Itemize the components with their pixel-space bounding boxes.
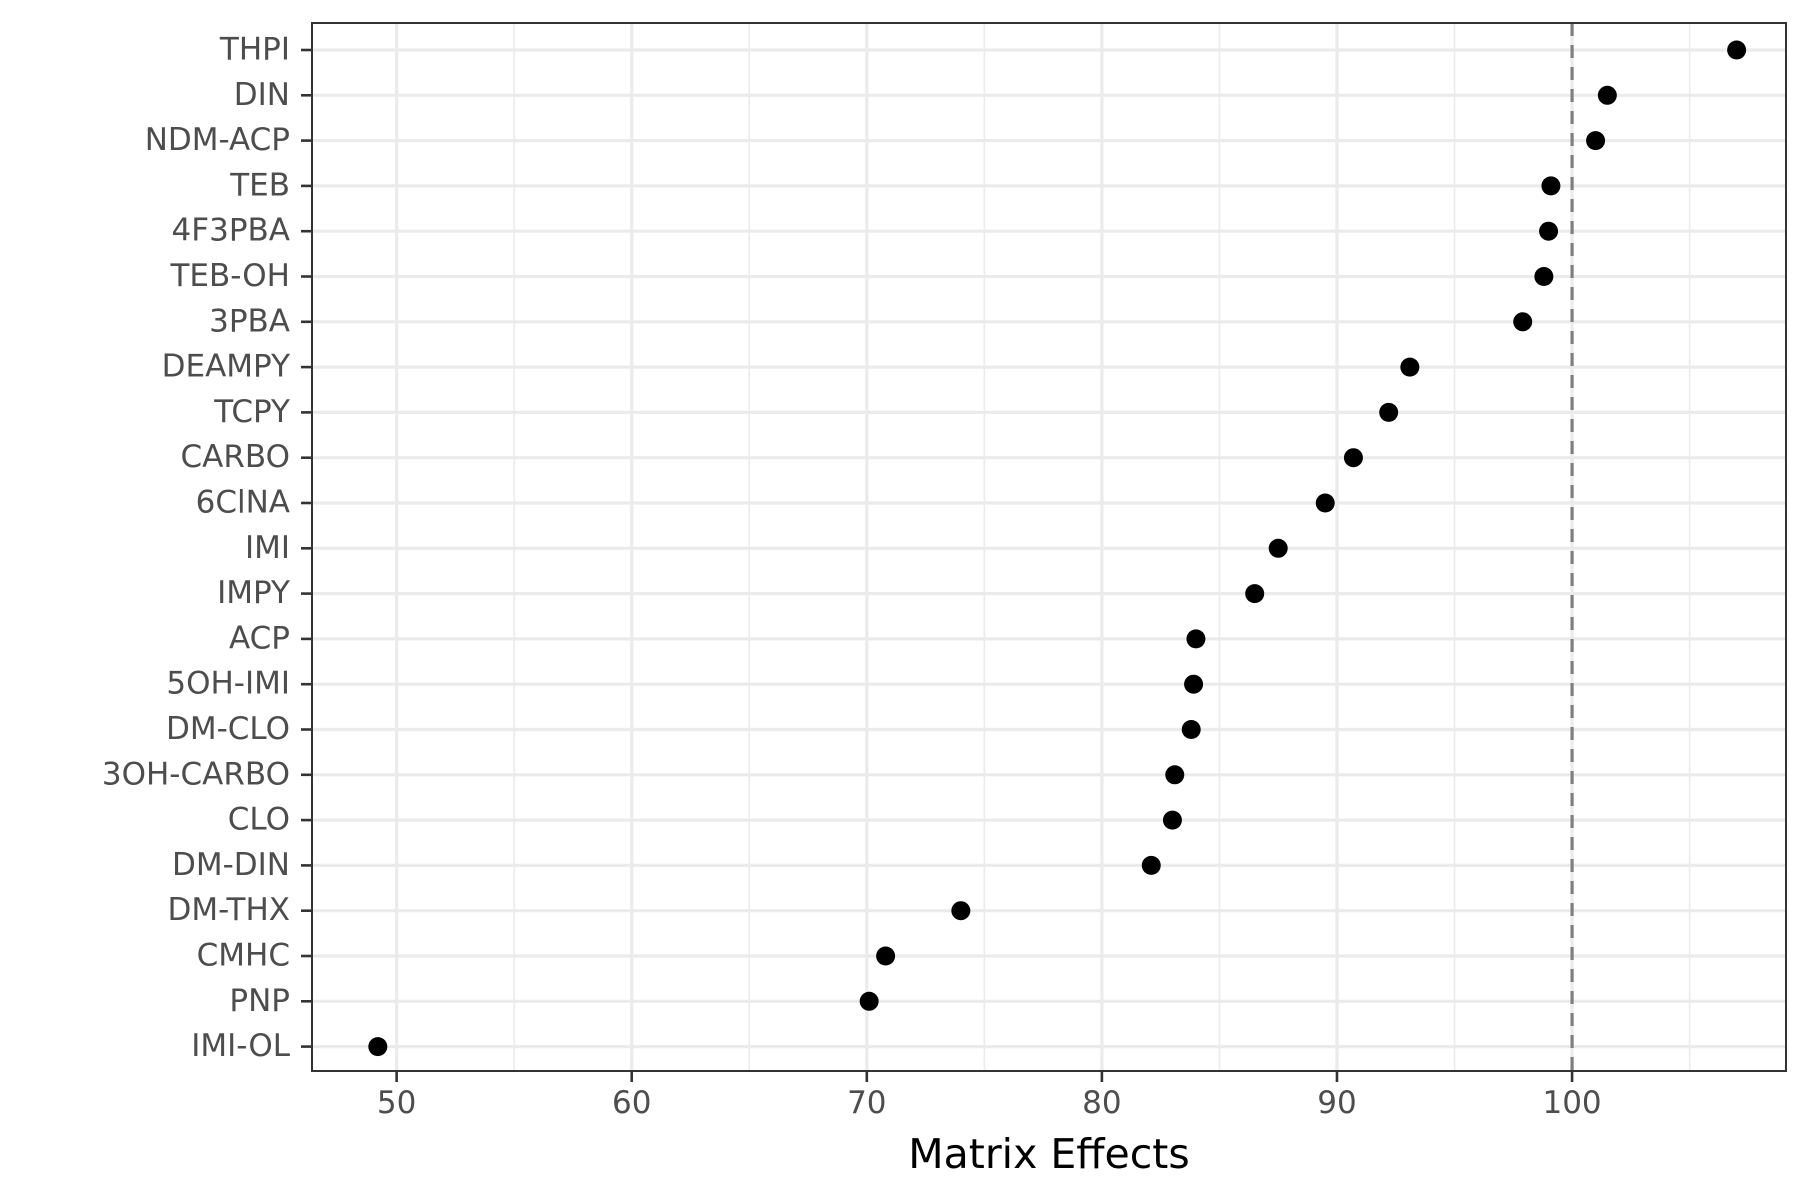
x-tick-label: 50 [377,1085,416,1121]
data-point [1181,720,1201,739]
x-tick-label: 60 [612,1085,651,1121]
data-point [1184,674,1204,694]
y-tick-label: 3OH-CARBO [102,756,290,792]
x-tick-label: 90 [1317,1085,1356,1121]
data-point [1539,221,1559,241]
data-point [1186,629,1206,649]
y-tick-label: TCPY [213,394,290,430]
y-tick-label: IMPY [217,575,290,611]
data-point [368,1037,388,1057]
y-tick-label: PNP [229,983,290,1019]
y-axis: THPI DIN NDM-ACP TEB 4F3PBA TEB-OH 3PBA DEAMPY T… [102,32,312,1064]
data-point [1165,765,1185,785]
x-tick-label: 80 [1082,1085,1121,1121]
data-point [1343,448,1363,468]
y-tick-label: TEB [229,167,290,203]
y-tick-label: CMHC [197,938,290,974]
y-tick-label: 6ClNA [196,485,290,521]
y-tick-label: DM-THX [168,892,290,928]
data-point [1586,131,1606,151]
y-tick-label: CLO [228,802,290,838]
y-tick-label: CARBO [180,439,290,475]
data-point [876,946,896,966]
y-tick-label: IMI [245,530,290,566]
y-tick-label: 5OH-IMI [166,666,290,702]
data-point [859,991,879,1011]
data-point [1379,402,1399,422]
data-point [1141,855,1161,875]
x-axis: 50 60 70 80 90 100 [377,1071,1602,1121]
y-tick-label: DEAMPY [162,349,290,385]
data-point [951,901,971,921]
x-tick-label: 70 [847,1085,886,1121]
y-tick-label: TEB-OH [169,258,290,294]
y-tick-label: DM-DIN [172,847,290,883]
y-tick-label: 3PBA [209,303,290,339]
y-tick-label: NDM-ACP [145,122,290,158]
data-point [1513,312,1533,332]
data-point [1245,584,1265,604]
data-point [1400,357,1420,377]
data-point [1534,267,1554,286]
x-tick-label: 100 [1542,1085,1601,1121]
y-tick-label: DIN [234,77,290,113]
data-point [1727,40,1747,60]
data-point [1268,538,1288,558]
data-point [1597,85,1617,105]
grid-lines [312,23,1786,1071]
x-axis-title: Matrix Effects [908,1130,1189,1178]
data-point [1162,810,1182,830]
y-tick-label: ACP [229,620,290,656]
y-tick-label: IMI-OL [191,1028,290,1064]
data-points [368,40,1747,1057]
data-point [1315,493,1335,513]
y-tick-label: 4F3PBA [172,213,290,249]
data-point [1541,176,1561,196]
y-tick-label: THPI [219,32,290,68]
y-tick-label: DM-CLO [166,711,290,747]
